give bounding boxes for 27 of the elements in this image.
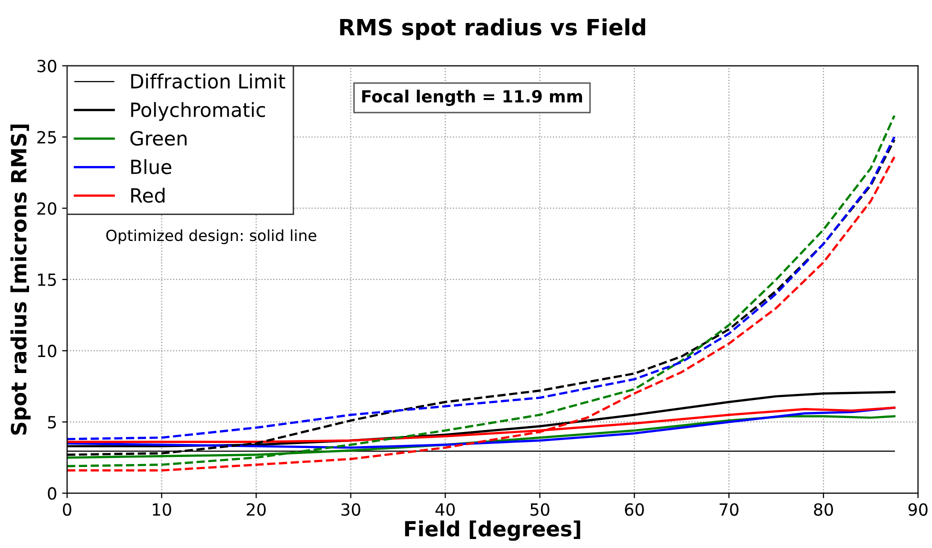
- x-tick-label: 80: [814, 503, 833, 516]
- legend-label: Blue: [131, 159, 172, 174]
- x-tick-label: 50: [530, 503, 550, 516]
- x-tick-label: 40: [436, 503, 455, 516]
- x-tick-label: 0: [62, 503, 72, 516]
- x-tick-label: 90: [908, 503, 928, 516]
- legend-label: Green: [130, 130, 187, 146]
- y-tick-label: 15: [38, 274, 56, 286]
- legend-label: Red: [131, 188, 164, 203]
- annotation: Optimized design: solid line: [106, 229, 316, 244]
- legend-label: Diffraction Limit: [131, 74, 286, 89]
- annotation: Focal length = 11.9 mm: [362, 90, 582, 106]
- x-tick-label: 60: [624, 503, 644, 516]
- y-tick-label: 5: [48, 416, 56, 429]
- x-axis-title: Field [degrees]: [405, 520, 580, 541]
- x-tick-label: 30: [341, 503, 360, 516]
- x-tick-label: 70: [720, 503, 738, 516]
- chart-title: RMS spot radius vs Field: [340, 18, 646, 40]
- x-tick-label: 20: [246, 503, 266, 516]
- x-tick-label: 10: [152, 503, 172, 516]
- y-tick-label: 10: [38, 344, 56, 358]
- y-tick-label: 20: [37, 202, 56, 215]
- y-tick-label: 0: [48, 487, 56, 500]
- legend-label: Polychromatic: [131, 102, 265, 121]
- y-tick-label: 30: [37, 60, 56, 72]
- y-tick-label: 25: [37, 130, 56, 144]
- y-axis-title: Spot radius [microns RMS]: [10, 124, 31, 435]
